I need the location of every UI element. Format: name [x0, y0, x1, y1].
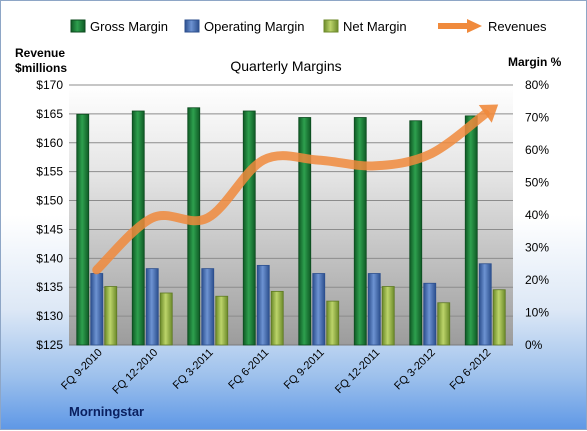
x-tick-label: FQ 12-2011 [333, 347, 382, 396]
left-axis-ticks: $125 $130 $135 $140 $145 $150 $155 $160 $165 $170 [36, 78, 63, 352]
bar-net-margin [159, 292, 173, 346]
bar-net-margin [215, 295, 229, 346]
x-tick-label: FQ 3-2011 [171, 347, 216, 392]
legend-swatch-gross-margin [70, 19, 86, 33]
revenue-line-arrowhead [478, 104, 499, 123]
x-tick-label: FQ 3-2012 [392, 347, 438, 393]
bar-net-margin [104, 286, 118, 346]
bar-operating-margin [367, 273, 381, 346]
bar-operating-margin [201, 268, 215, 346]
bar-gross-margin [464, 115, 478, 346]
legend-label-gross-margin: Gross Margin [90, 19, 168, 34]
right-tick-label: 70% [525, 111, 549, 125]
right-tick-label: 10% [525, 306, 549, 320]
bar-net-margin [326, 300, 340, 346]
bar-gross-margin [409, 120, 423, 346]
right-tick-label: 20% [525, 273, 549, 287]
bar-gross-margin [187, 107, 201, 346]
revenue-line-path [92, 109, 490, 275]
legend-label-operating-margin: Operating Margin [204, 19, 304, 34]
left-tick-label: $135 [36, 280, 63, 294]
right-tick-label: 0% [525, 338, 543, 352]
x-tick-label: FQ 9-2010 [59, 347, 105, 393]
x-tick-label: FQ 6-2012 [448, 347, 494, 393]
bar-gross-margin [298, 117, 312, 346]
right-axis-ticks: 0% 10% 20% 30% 40% 50% 60% 70% 80% [525, 78, 549, 352]
left-tick-label: $165 [36, 107, 63, 121]
legend-label-net-margin: Net Margin [343, 19, 407, 34]
chart-title: Quarterly Margins [230, 58, 341, 74]
left-tick-label: $170 [36, 78, 63, 92]
right-tick-label: 80% [525, 78, 549, 92]
left-axis-label-line2: $millions [15, 61, 67, 75]
bar-operating-margin [256, 264, 270, 346]
right-tick-label: 50% [525, 176, 549, 190]
bar-operating-margin [423, 282, 437, 346]
bar-net-margin [381, 286, 395, 346]
bars [76, 107, 506, 346]
x-tick-label: FQ 12-2010 [110, 347, 160, 397]
legend-label-revenues: Revenues [488, 19, 547, 34]
bar-gross-margin [353, 117, 367, 346]
left-axis-label-line1: Revenue [15, 46, 65, 60]
left-tick-label: $130 [36, 309, 63, 323]
legend-arrow-revenues [467, 19, 482, 33]
left-tick-label: $155 [36, 165, 63, 179]
x-axis-ticks: FQ 9-2010 FQ 12-2010 FQ 3-2011 FQ 6-2011 FQ … [59, 347, 493, 397]
left-tick-label: $160 [36, 136, 63, 150]
legend-swatch-net-margin [323, 19, 339, 33]
revenue-line [92, 104, 499, 275]
bar-net-margin [492, 289, 506, 346]
bar-operating-margin [145, 268, 159, 346]
bar-operating-margin [312, 273, 326, 346]
legend: Gross Margin Operating Margin Net Margin… [70, 19, 547, 34]
source-label: Morningstar [69, 404, 144, 419]
bar-operating-margin [90, 273, 104, 346]
left-tick-label: $125 [36, 338, 63, 352]
right-tick-label: 60% [525, 143, 549, 157]
bar-net-margin [437, 302, 451, 346]
left-tick-label: $145 [36, 222, 63, 236]
x-tick-label: FQ 6-2011 [226, 347, 271, 392]
bar-gross-margin [76, 113, 90, 346]
x-tick-label: FQ 9-2011 [282, 347, 327, 392]
legend-swatch-operating-margin [184, 19, 200, 33]
right-tick-label: 30% [525, 241, 549, 255]
bar-operating-margin [478, 263, 492, 346]
bar-gross-margin [242, 110, 256, 346]
right-tick-label: 40% [525, 208, 549, 222]
left-tick-label: $150 [36, 194, 63, 208]
left-tick-label: $140 [36, 251, 63, 265]
bar-net-margin [270, 290, 284, 346]
right-axis-label: Margin % [508, 55, 562, 69]
